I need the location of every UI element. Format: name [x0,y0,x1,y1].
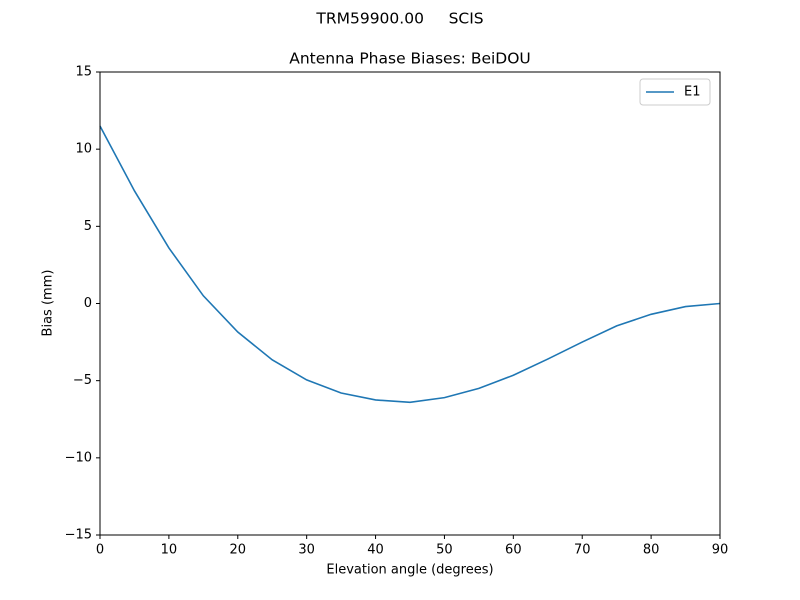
x-tick-label: 90 [712,543,729,558]
y-tick-label: −5 [73,373,92,388]
x-tick-label: 80 [643,543,660,558]
x-tick-label: 0 [96,543,104,558]
line-series [99,125,721,404]
y-axis-label: Bias (mm) [41,270,56,337]
x-tick-label: 30 [298,543,315,558]
legend-label: E1 [684,85,701,100]
y-tick-label: 0 [84,296,92,311]
y-tick-label: 10 [75,142,92,157]
x-tick-label: 50 [436,543,453,558]
legend-box [639,78,711,106]
x-tick-label: 20 [230,543,247,558]
y-tick-label: −10 [65,450,92,465]
x-tick-label: 10 [161,543,178,558]
x-tick-label: 60 [505,543,522,558]
x-axis-label: Elevation angle (degrees) [326,563,493,578]
plot-frame [99,71,721,536]
suptitle: TRM59900.00 SCIS [315,10,483,28]
y-tick-label: 5 [84,219,92,234]
x-tick-label: 70 [574,543,591,558]
x-tick-label: 40 [367,543,384,558]
y-tick-label: 15 [75,65,92,80]
chart-title: Antenna Phase Biases: BeiDOU [289,50,531,68]
y-tick-label: −15 [65,528,92,543]
